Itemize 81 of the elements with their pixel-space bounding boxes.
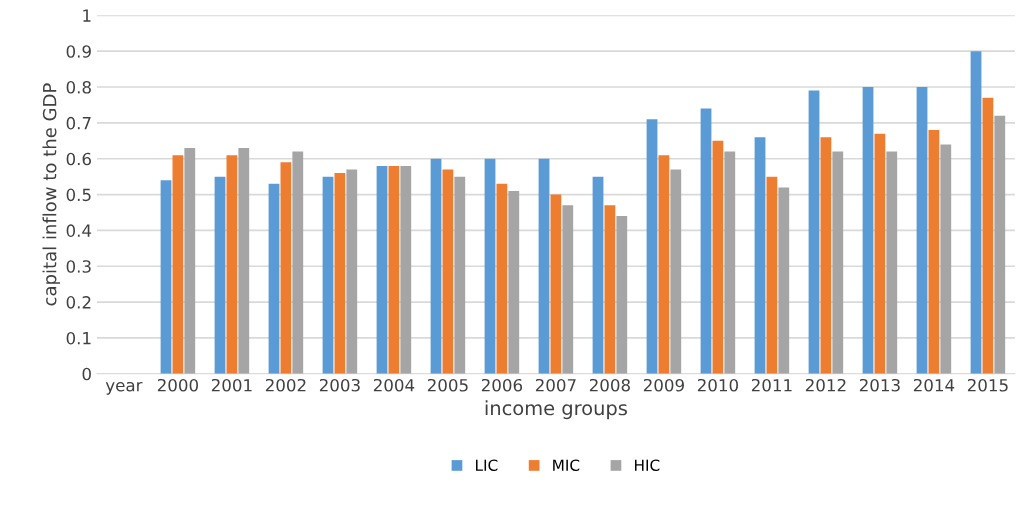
bar [484, 158, 496, 374]
bar [670, 169, 682, 374]
y-tick-label: 0.2 [66, 296, 91, 309]
bar [442, 169, 454, 374]
bar [322, 176, 334, 374]
bar [970, 51, 982, 374]
bar [940, 144, 952, 374]
legend-label: MIC [553, 459, 580, 472]
bar [334, 173, 346, 374]
bar [994, 115, 1006, 374]
y-tick-label: 0.6 [66, 152, 91, 166]
legend-label: HIC [635, 459, 660, 472]
x-tick-label: year [105, 381, 143, 395]
legend-label: LIC [476, 459, 498, 472]
bar [724, 151, 736, 374]
bar [712, 140, 724, 374]
x-tick-label: 2010 [697, 378, 738, 392]
bar [808, 90, 820, 374]
bar [916, 87, 928, 374]
bar [616, 216, 628, 374]
bar [400, 165, 412, 374]
x-tick-label: 2008 [589, 378, 630, 392]
bar [874, 133, 886, 374]
bar [238, 147, 250, 374]
bar [496, 183, 508, 374]
bar [376, 165, 388, 374]
bar [160, 180, 172, 374]
y-tick-label: 0.3 [66, 260, 91, 273]
x-tick-label: 2005 [427, 378, 468, 392]
bar [454, 176, 466, 374]
bar [184, 147, 196, 374]
bar [820, 137, 832, 374]
y-tick-label: 0.8 [66, 81, 91, 94]
bar [658, 155, 670, 374]
bar [604, 205, 616, 374]
x-tick-label: 2014 [913, 378, 955, 392]
bar [928, 130, 940, 374]
x-tick-label: 2006 [481, 378, 523, 392]
bar [226, 155, 238, 374]
bar [268, 183, 280, 374]
bar [508, 190, 520, 374]
bar [346, 169, 358, 374]
bar [754, 137, 766, 374]
bar [778, 187, 790, 374]
bar [280, 162, 292, 374]
bar [562, 205, 574, 374]
bar [292, 151, 304, 374]
x-tick-label: 2007 [535, 378, 576, 392]
x-tick-label: 2001 [211, 378, 252, 392]
y-axis-title: capital inflow to the GDP [42, 83, 60, 306]
bar [982, 97, 994, 374]
x-axis-title: income groups [485, 400, 627, 420]
x-tick-label: 2009 [643, 378, 684, 392]
bar [766, 176, 778, 374]
bar [886, 151, 898, 374]
y-tick-label: 0.9 [66, 45, 91, 58]
x-tick-label: 2000 [157, 378, 198, 392]
x-tick-label: 2002 [265, 378, 306, 392]
y-tick-label: 0.1 [66, 331, 91, 345]
y-tick-label: 0.7 [66, 116, 91, 130]
x-tick-label: 2015 [967, 378, 1008, 392]
y-tick-label: 0.5 [66, 188, 91, 202]
bar [550, 194, 562, 374]
x-tick-label: 2013 [859, 378, 900, 392]
bar [430, 158, 442, 374]
bar [832, 151, 844, 374]
x-tick-label: 2012 [805, 378, 846, 392]
bar [646, 119, 658, 374]
y-tick-label: 0.4 [66, 224, 92, 237]
bar [214, 176, 226, 374]
y-tick-label: 0 [82, 367, 91, 381]
x-tick-label: 2003 [319, 378, 360, 392]
bar [592, 176, 604, 374]
bar [388, 165, 400, 374]
x-tick-label: 2011 [751, 378, 792, 392]
bar [538, 158, 550, 374]
x-tick-label: 2004 [373, 378, 415, 392]
bar [172, 155, 184, 374]
y-tick-label: 1 [83, 9, 91, 22]
bar [862, 87, 874, 374]
bar [700, 108, 712, 374]
